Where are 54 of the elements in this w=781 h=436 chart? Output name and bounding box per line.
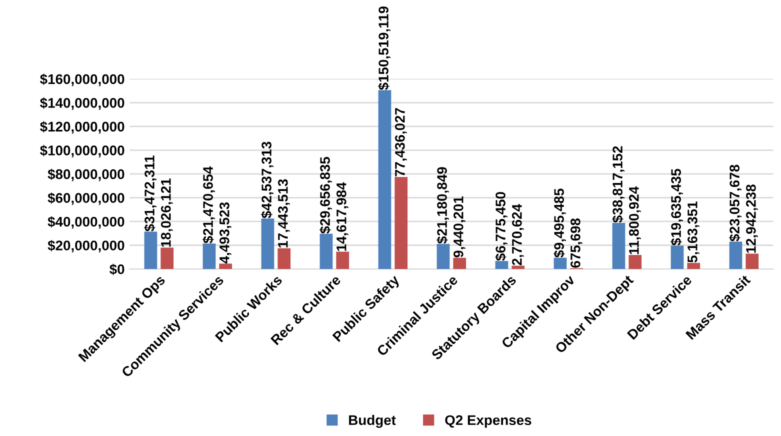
data-label: 18,026,121 bbox=[160, 178, 173, 247]
bar bbox=[436, 244, 450, 270]
legend-label: Q2 Expenses bbox=[445, 415, 532, 428]
data-label: 77,436,027 bbox=[395, 108, 407, 176]
bar bbox=[687, 262, 700, 270]
bar bbox=[394, 177, 408, 270]
data-label: 2,770,624 bbox=[512, 204, 524, 266]
y-tick-label: $60,000,000 bbox=[48, 192, 124, 205]
bar bbox=[336, 252, 350, 270]
data-label: $150,519,119 bbox=[378, 6, 390, 90]
data-label: $29,656,835 bbox=[320, 156, 332, 234]
bar bbox=[612, 222, 626, 270]
bar bbox=[278, 248, 291, 270]
y-tick-label: $20,000,000 bbox=[48, 240, 124, 252]
data-label: $21,470,654 bbox=[202, 166, 215, 244]
data-label: $42,537,313 bbox=[261, 142, 274, 218]
data-label: $9,495,485 bbox=[554, 188, 566, 258]
bar bbox=[729, 242, 742, 270]
bar bbox=[746, 254, 759, 270]
y-tick-label: $160,000,000 bbox=[40, 74, 124, 86]
y-tick-label: $120,000,000 bbox=[40, 121, 124, 134]
bar bbox=[261, 218, 274, 270]
data-label: 5,163,351 bbox=[688, 201, 700, 262]
bar bbox=[219, 264, 232, 270]
bar bbox=[378, 90, 392, 270]
bar bbox=[160, 248, 174, 270]
data-label: 17,443,513 bbox=[278, 179, 290, 248]
data-label: 11,800,924 bbox=[629, 186, 641, 254]
data-label: $31,472,311 bbox=[144, 156, 156, 232]
data-label: $21,180,849 bbox=[436, 167, 449, 244]
legend-label: Budget bbox=[349, 414, 396, 428]
bar bbox=[202, 244, 216, 270]
bar bbox=[670, 246, 684, 270]
data-label: $38,817,152 bbox=[612, 146, 624, 223]
bar bbox=[453, 258, 466, 270]
y-tick-label: $0 bbox=[110, 264, 124, 276]
data-label: 14,617,984 bbox=[336, 182, 348, 251]
y-tick-label: $100,000,000 bbox=[40, 144, 124, 158]
bar bbox=[512, 266, 525, 270]
data-label: $23,057,678 bbox=[729, 164, 742, 242]
data-label: 12,942,238 bbox=[746, 184, 758, 253]
bar bbox=[320, 234, 333, 270]
data-label: $19,635,435 bbox=[670, 168, 683, 246]
bar bbox=[554, 258, 567, 270]
data-label: 9,440,201 bbox=[454, 196, 466, 258]
y-tick-label: $40,000,000 bbox=[48, 216, 124, 229]
data-label: $6,775,450 bbox=[495, 192, 508, 261]
y-tick-label: $80,000,000 bbox=[48, 168, 124, 182]
bar bbox=[628, 254, 642, 270]
data-label: 4,493,523 bbox=[219, 202, 232, 264]
y-tick-label: $140,000,000 bbox=[40, 97, 124, 110]
bar bbox=[495, 260, 508, 270]
data-label: 675,698 bbox=[570, 218, 582, 268]
bar bbox=[144, 232, 158, 270]
